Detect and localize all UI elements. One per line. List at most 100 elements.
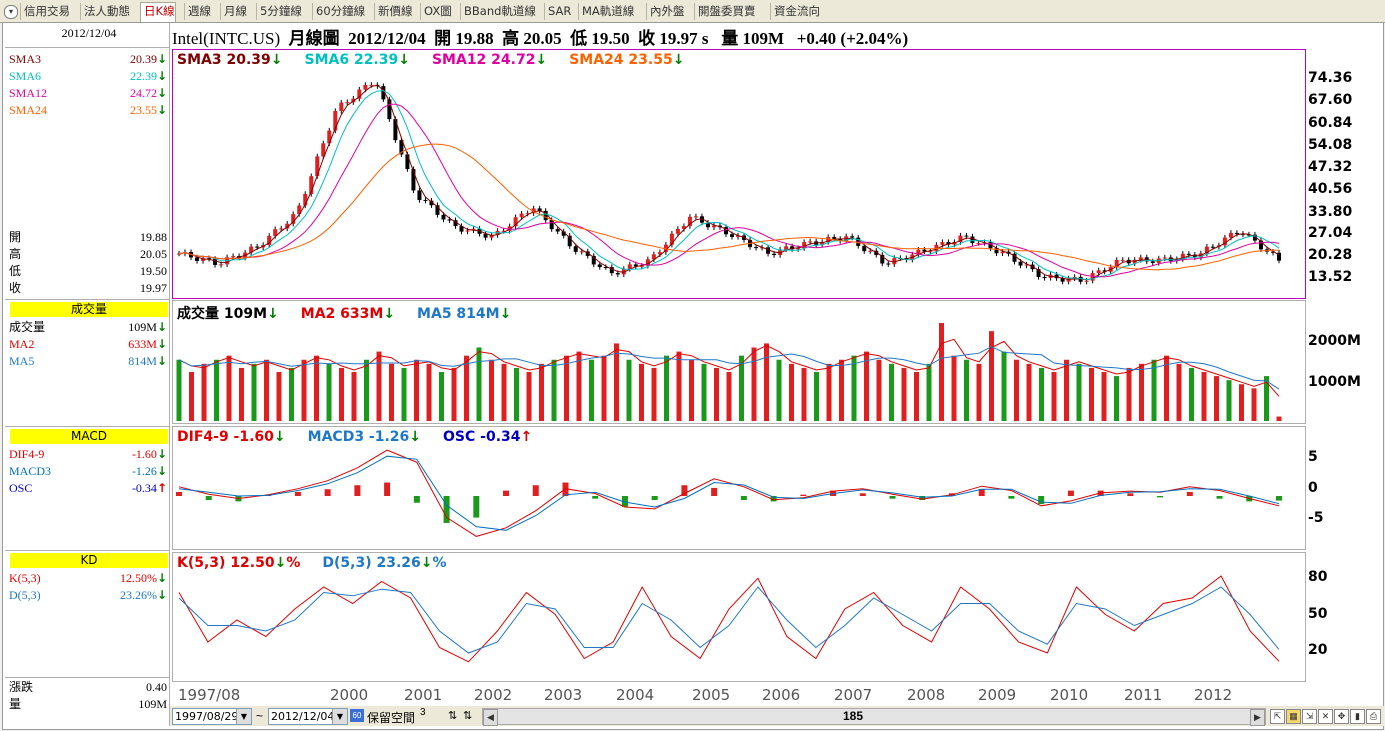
kd-panel[interactable]: K(5,3) 12.50↓% D(5,3) 23.26↓%	[172, 552, 1306, 682]
reserve-space-value[interactable]: 3	[420, 707, 426, 718]
macd-panel[interactable]: DIF4-9 -1.60↓ MACD3 -1.26↓ OSC -0.34↑	[172, 426, 1306, 550]
tab-4[interactable]: 月線	[220, 3, 247, 20]
candle-body	[1252, 234, 1257, 241]
tab-7[interactable]: 新價線	[374, 3, 413, 20]
change-row: 漲跌 0.40	[9, 679, 167, 696]
volume-bar	[601, 355, 607, 421]
calendar-icon[interactable]: ▦	[1286, 709, 1301, 724]
y-tick-label: 80	[1308, 569, 1328, 585]
volume-panel[interactable]: 成交量 109M↓ MA2 633M↓ MA5 814M↓	[172, 300, 1306, 424]
legend-entry: K(5,3) 12.50↓%	[177, 555, 301, 571]
chevron-down-icon[interactable]: ▼	[236, 709, 251, 724]
reserve-space-icon[interactable]: 60	[350, 709, 364, 722]
y-tick-label: 5	[1308, 449, 1318, 465]
tab-9[interactable]: BBand軌道線	[460, 3, 536, 20]
spinner-icon-2[interactable]: ⇅	[463, 710, 473, 722]
start-date-select[interactable]: 1997/08/29 ▼	[172, 708, 252, 725]
sma3-line	[178, 84, 1280, 281]
legend-entry: MACD3 -1.26↓	[307, 429, 422, 445]
tab-6[interactable]: 60分鐘線	[312, 3, 365, 20]
candle-body	[573, 246, 578, 252]
horizontal-scrollbar[interactable]: ◀ 185 ▶	[482, 708, 1266, 726]
tab-8[interactable]: OX圖	[420, 3, 452, 20]
candle-body	[357, 89, 362, 99]
osc-bar	[1008, 496, 1015, 499]
volume-bar	[939, 323, 944, 421]
volume-bar	[201, 363, 207, 421]
scroll-right-icon[interactable]: ▶	[1250, 709, 1265, 726]
legend-entry: OSC -0.34↑	[443, 429, 533, 445]
zoom-in-icon[interactable]: ⇱	[1270, 709, 1285, 724]
arrow-down-icon: ↓	[156, 447, 167, 461]
volume-bar	[626, 359, 632, 421]
candle-body	[1240, 233, 1245, 235]
volume-bar	[951, 355, 957, 421]
volume-bar	[251, 363, 257, 421]
close-icon[interactable]: ✕	[1318, 709, 1333, 724]
time-axis: 1997/08 2000 2001 2002 2003 2004 2005 2006 2007 2…	[172, 683, 1304, 705]
volume-header: 成交量	[10, 302, 168, 317]
tab-12[interactable]: 內外盤	[646, 3, 685, 20]
volume-row: 量 109M	[9, 696, 167, 713]
tab-5[interactable]: 5分鐘線	[256, 3, 302, 20]
volume-ma5-line	[178, 346, 1280, 390]
expand-icon[interactable]: ✥	[1334, 709, 1349, 724]
volume-bar	[401, 367, 407, 421]
candle-body	[730, 234, 735, 237]
kd-axis: 80 50 20	[1305, 552, 1385, 680]
osc-bar	[1127, 493, 1134, 496]
tab-2[interactable]: 日K線	[140, 2, 176, 22]
high-label: 高	[502, 29, 520, 48]
candle-body	[411, 169, 416, 191]
tab-bar: ▾ 信用交易 法人動態 日K線 週線 月線 5分鐘線 60分鐘線 新價線 OX圖 BBand軌道線…	[0, 0, 1385, 23]
candle-body	[597, 264, 602, 268]
end-date-select[interactable]: 2012/12/04 ▼	[268, 708, 348, 725]
close-flag: s	[701, 29, 709, 48]
arrow-down-icon: ↓	[156, 320, 167, 334]
arrow-down-icon: ↓	[535, 52, 548, 68]
arrow-down-icon: ↓	[156, 103, 167, 117]
zoom-out-icon[interactable]: ⇲	[1302, 709, 1317, 724]
candle-body	[303, 193, 308, 206]
dropdown-menu-icon[interactable]: ▾	[4, 5, 18, 19]
side-row--: 低 19.50	[9, 263, 167, 280]
tab-13[interactable]: 開盤委買賣	[694, 3, 756, 20]
spinner-icon[interactable]: ⇅	[448, 710, 458, 722]
volume-bar	[914, 372, 919, 421]
side-label: 開	[9, 230, 22, 244]
tab-11[interactable]: MA軌道線	[578, 3, 634, 20]
candle-body	[988, 242, 993, 249]
tab-14[interactable]: 資金流向	[770, 3, 820, 20]
volume-bar	[1239, 384, 1244, 421]
side-value: 814M↓	[128, 354, 167, 368]
print-icon[interactable]: ⎙	[1366, 709, 1381, 724]
volume-bar	[964, 359, 969, 421]
volume-bar	[1039, 367, 1044, 421]
candle-body	[633, 264, 638, 267]
candle-body	[1120, 259, 1125, 261]
candle-body	[567, 235, 572, 247]
side-value: 19.88	[140, 230, 167, 244]
volume-bar	[776, 359, 782, 421]
tab-10[interactable]: SAR	[544, 3, 571, 20]
candle-body	[213, 258, 218, 265]
volume-bar	[414, 359, 419, 421]
tab-3[interactable]: 週線	[184, 3, 211, 20]
candle-body	[693, 216, 698, 218]
candle-body	[1228, 232, 1233, 238]
price-panel[interactable]: SMA3 20.39↓ SMA6 22.39↓ SMA12 24.72↓ SMA24 …	[172, 49, 1306, 299]
candle-body	[723, 227, 728, 235]
candle-body	[471, 228, 476, 231]
chevron-down-icon[interactable]: ▼	[332, 709, 347, 724]
scroll-left-icon[interactable]: ◀	[483, 709, 498, 726]
arrow-down-icon: ↓	[420, 555, 433, 571]
sma24-line	[178, 143, 1279, 271]
y-tick-label: -5	[1308, 510, 1324, 526]
candle-body	[327, 130, 332, 144]
tab-0[interactable]: 信用交易	[20, 3, 70, 20]
side-row-sma12: SMA12 24.72↓	[9, 85, 167, 102]
tab-1[interactable]: 法人動態	[80, 3, 130, 20]
bar-chart-icon[interactable]: ▮	[1350, 709, 1365, 724]
y-tick-label: 60.84	[1308, 115, 1353, 131]
start-date-value: 1997/08/29	[175, 710, 239, 723]
